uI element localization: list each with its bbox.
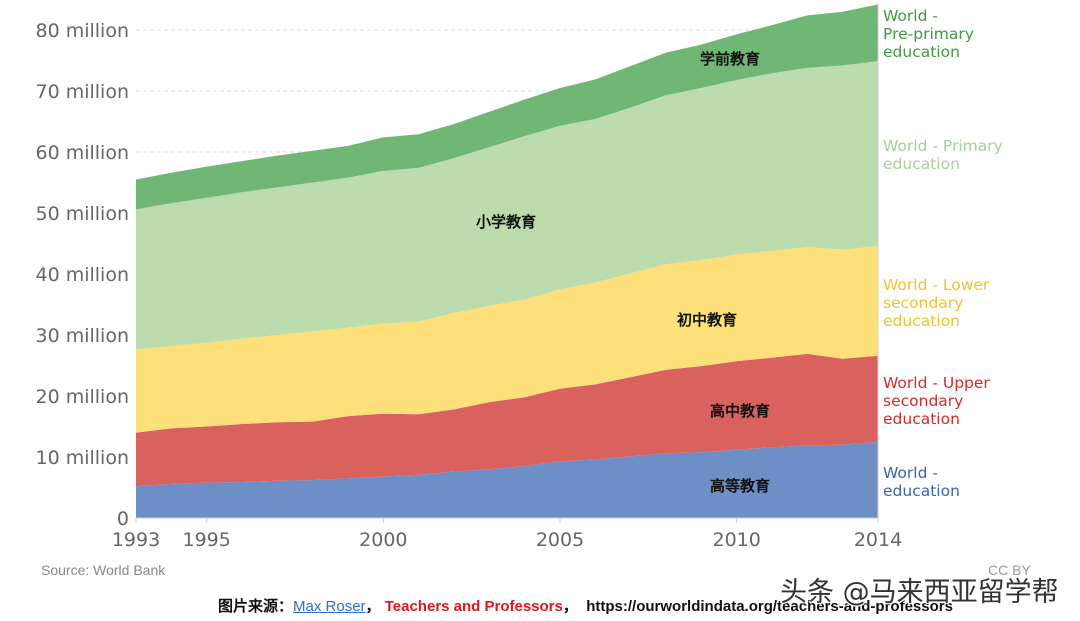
legend-label: secondary bbox=[883, 392, 963, 410]
credit-separator: ， bbox=[562, 598, 578, 615]
legend-label: World - Lower bbox=[883, 276, 990, 294]
x-axis-ticks: 1993 1995 2000 2005 2010 2014 bbox=[112, 2, 902, 551]
y-tick-label: 80 million bbox=[35, 20, 129, 42]
y-tick-label: 20 million bbox=[35, 386, 129, 408]
x-tick-label: 2014 bbox=[854, 529, 902, 551]
legend-label: education bbox=[883, 482, 960, 500]
area-annotations: 高等教育 高中教育 初中教育 小学教育 学前教育 bbox=[476, 50, 770, 495]
area-annotation: 学前教育 bbox=[700, 50, 760, 68]
y-tick-label: 70 million bbox=[35, 81, 129, 103]
y-tick-label: 40 million bbox=[35, 264, 129, 286]
y-axis-ticks: 0 10 million 20 million 30 million 40 millio… bbox=[35, 20, 129, 530]
y-tick-label: 30 million bbox=[35, 325, 129, 347]
topic-title: Teachers and Professors bbox=[384, 598, 563, 615]
credit-separator: ， bbox=[365, 598, 381, 615]
legend-label: Pre-primary bbox=[883, 25, 974, 43]
x-tick-label: 2000 bbox=[359, 529, 407, 551]
area-world-upper-secondary-education bbox=[136, 353, 878, 487]
license-link[interactable]: CC BY bbox=[988, 562, 1031, 578]
legend-label: secondary bbox=[883, 294, 963, 312]
area-annotation: 高等教育 bbox=[710, 477, 770, 495]
y-tick-label: 50 million bbox=[35, 203, 129, 225]
area-annotation: 小学教育 bbox=[476, 213, 536, 231]
legend-label: education bbox=[883, 43, 960, 61]
area-annotation: 高中教育 bbox=[710, 402, 770, 420]
x-tick-label: 2010 bbox=[712, 529, 760, 551]
source-url[interactable]: https://ourworldindata.org/teachers-and-… bbox=[586, 598, 953, 615]
watermark: 头条 @马来西亚留学帮 bbox=[780, 577, 1059, 608]
y-tick-label: 10 million bbox=[35, 447, 129, 469]
x-tick-label: 2005 bbox=[536, 529, 584, 551]
x-tick-label: 1993 bbox=[112, 529, 160, 551]
source-note: Source: World Bank bbox=[41, 562, 166, 578]
image-credit: 图片来源：Max Roser， Teachers and Professors，… bbox=[218, 595, 953, 616]
y-tick-label: 60 million bbox=[35, 142, 129, 164]
x-tick-label: 1995 bbox=[182, 529, 230, 551]
legend-label: education bbox=[883, 410, 960, 428]
area-world-tertiary-education bbox=[136, 441, 878, 518]
area-world-pre-primary-education bbox=[136, 4, 878, 210]
credit-prefix: 图片来源： bbox=[218, 598, 294, 615]
legend-label: World - Primary bbox=[883, 137, 1003, 155]
areas bbox=[136, 4, 878, 518]
area-world-lower-secondary-education bbox=[136, 245, 878, 433]
legend-label: education bbox=[883, 155, 960, 173]
author-link[interactable]: Max Roser bbox=[293, 598, 366, 615]
legend-label: World - bbox=[883, 464, 938, 482]
y-tick-label: 0 bbox=[117, 508, 129, 530]
legend-label: World - Upper bbox=[883, 374, 990, 392]
legend-label: education bbox=[883, 312, 960, 330]
area-world-primary-education bbox=[136, 61, 878, 350]
area-annotation: 初中教育 bbox=[677, 311, 737, 329]
legend-label: World - bbox=[883, 7, 938, 25]
